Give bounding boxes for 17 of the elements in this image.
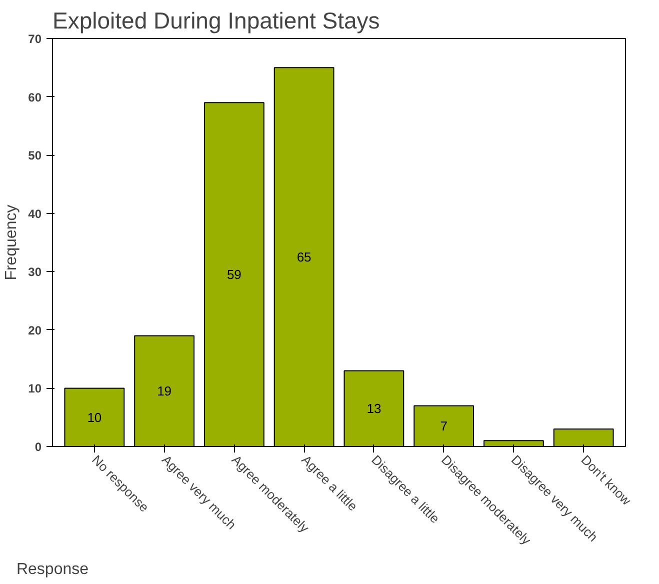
- y-tick-label: 70: [28, 32, 42, 46]
- data-label: 65: [296, 250, 312, 265]
- y-tick-label: 0: [34, 440, 42, 454]
- y-tick-label: 40: [28, 206, 42, 221]
- y-tick-label: 30: [28, 265, 42, 280]
- chart-title: Exploited During Inpatient Stays: [52, 8, 380, 34]
- data-label: 7: [440, 418, 448, 434]
- data-label: 13: [366, 401, 382, 416]
- data-label: 19: [157, 384, 172, 399]
- y-tick-label: 50: [28, 148, 42, 163]
- x-axis-title: Response: [16, 560, 89, 578]
- y-tick-label: 20: [28, 323, 42, 338]
- data-label: 59: [226, 267, 242, 282]
- y-tick-label: 10: [28, 382, 42, 396]
- y-axis-title: Frequency: [3, 204, 20, 280]
- y-tick-label: 60: [28, 90, 42, 104]
- data-label: 10: [87, 410, 102, 425]
